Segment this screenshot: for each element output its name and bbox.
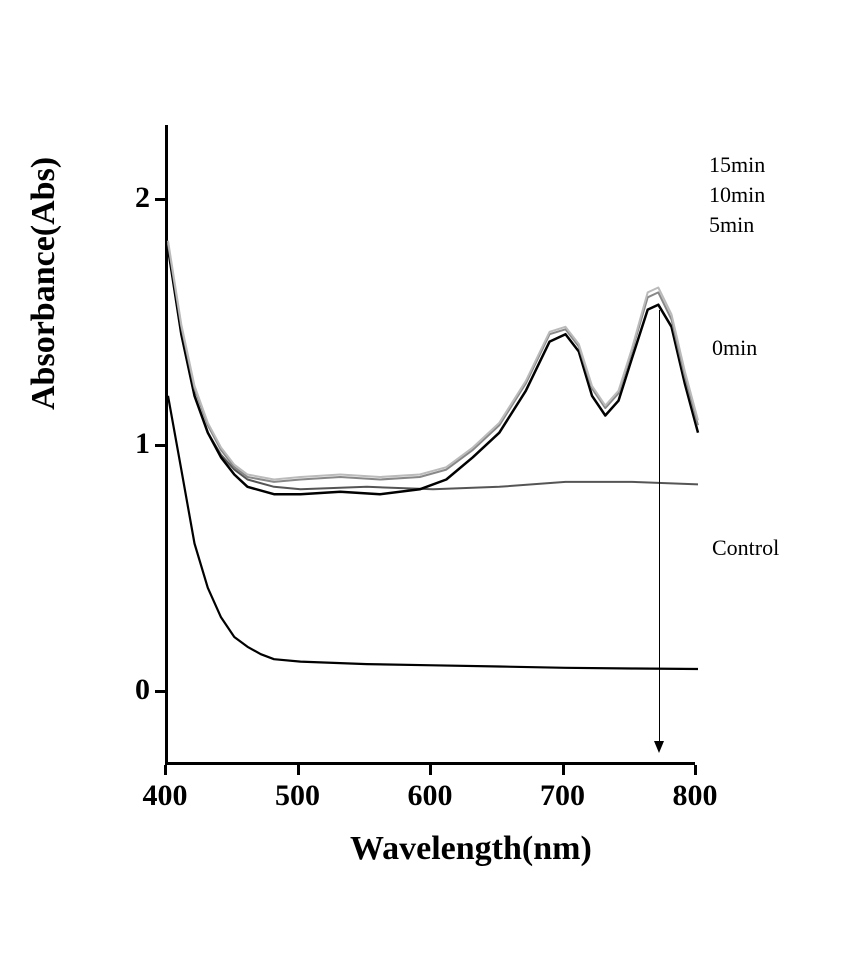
y-tick-mark: [155, 198, 165, 201]
x-tick-label: 700: [533, 779, 593, 813]
series-5min: [168, 248, 698, 494]
series-label: 15min: [709, 152, 765, 178]
y-tick-mark: [155, 690, 165, 693]
series-0min: [168, 248, 698, 489]
series-label: Control: [712, 535, 779, 561]
x-tick-mark: [297, 765, 300, 775]
chart-svg: [168, 125, 698, 765]
series-15min: [168, 241, 698, 480]
series-Control: [168, 396, 698, 669]
series-label: 10min: [709, 182, 765, 208]
x-tick-mark: [429, 765, 432, 775]
x-tick-label: 800: [665, 779, 725, 813]
absorbance-chart: Absorbance(Abs) Wavelength(nm) 012400500…: [40, 40, 820, 920]
y-tick-label: 0: [110, 673, 150, 707]
series-label: 0min: [712, 335, 757, 361]
series-label: 5min: [709, 212, 754, 238]
x-tick-label: 500: [268, 779, 328, 813]
arrow-line: [659, 310, 660, 743]
plot-area: [165, 125, 695, 765]
y-tick-label: 2: [110, 181, 150, 215]
y-tick-mark: [155, 444, 165, 447]
x-axis-title: Wavelength(nm): [350, 830, 592, 868]
y-axis-title: Absorbance(Abs): [25, 157, 63, 410]
series-10min: [168, 243, 698, 482]
x-tick-label: 600: [400, 779, 460, 813]
x-tick-mark: [694, 765, 697, 775]
arrow-head-icon: [654, 741, 664, 753]
x-tick-mark: [164, 765, 167, 775]
x-tick-mark: [562, 765, 565, 775]
y-tick-label: 1: [110, 427, 150, 461]
x-tick-label: 400: [135, 779, 195, 813]
